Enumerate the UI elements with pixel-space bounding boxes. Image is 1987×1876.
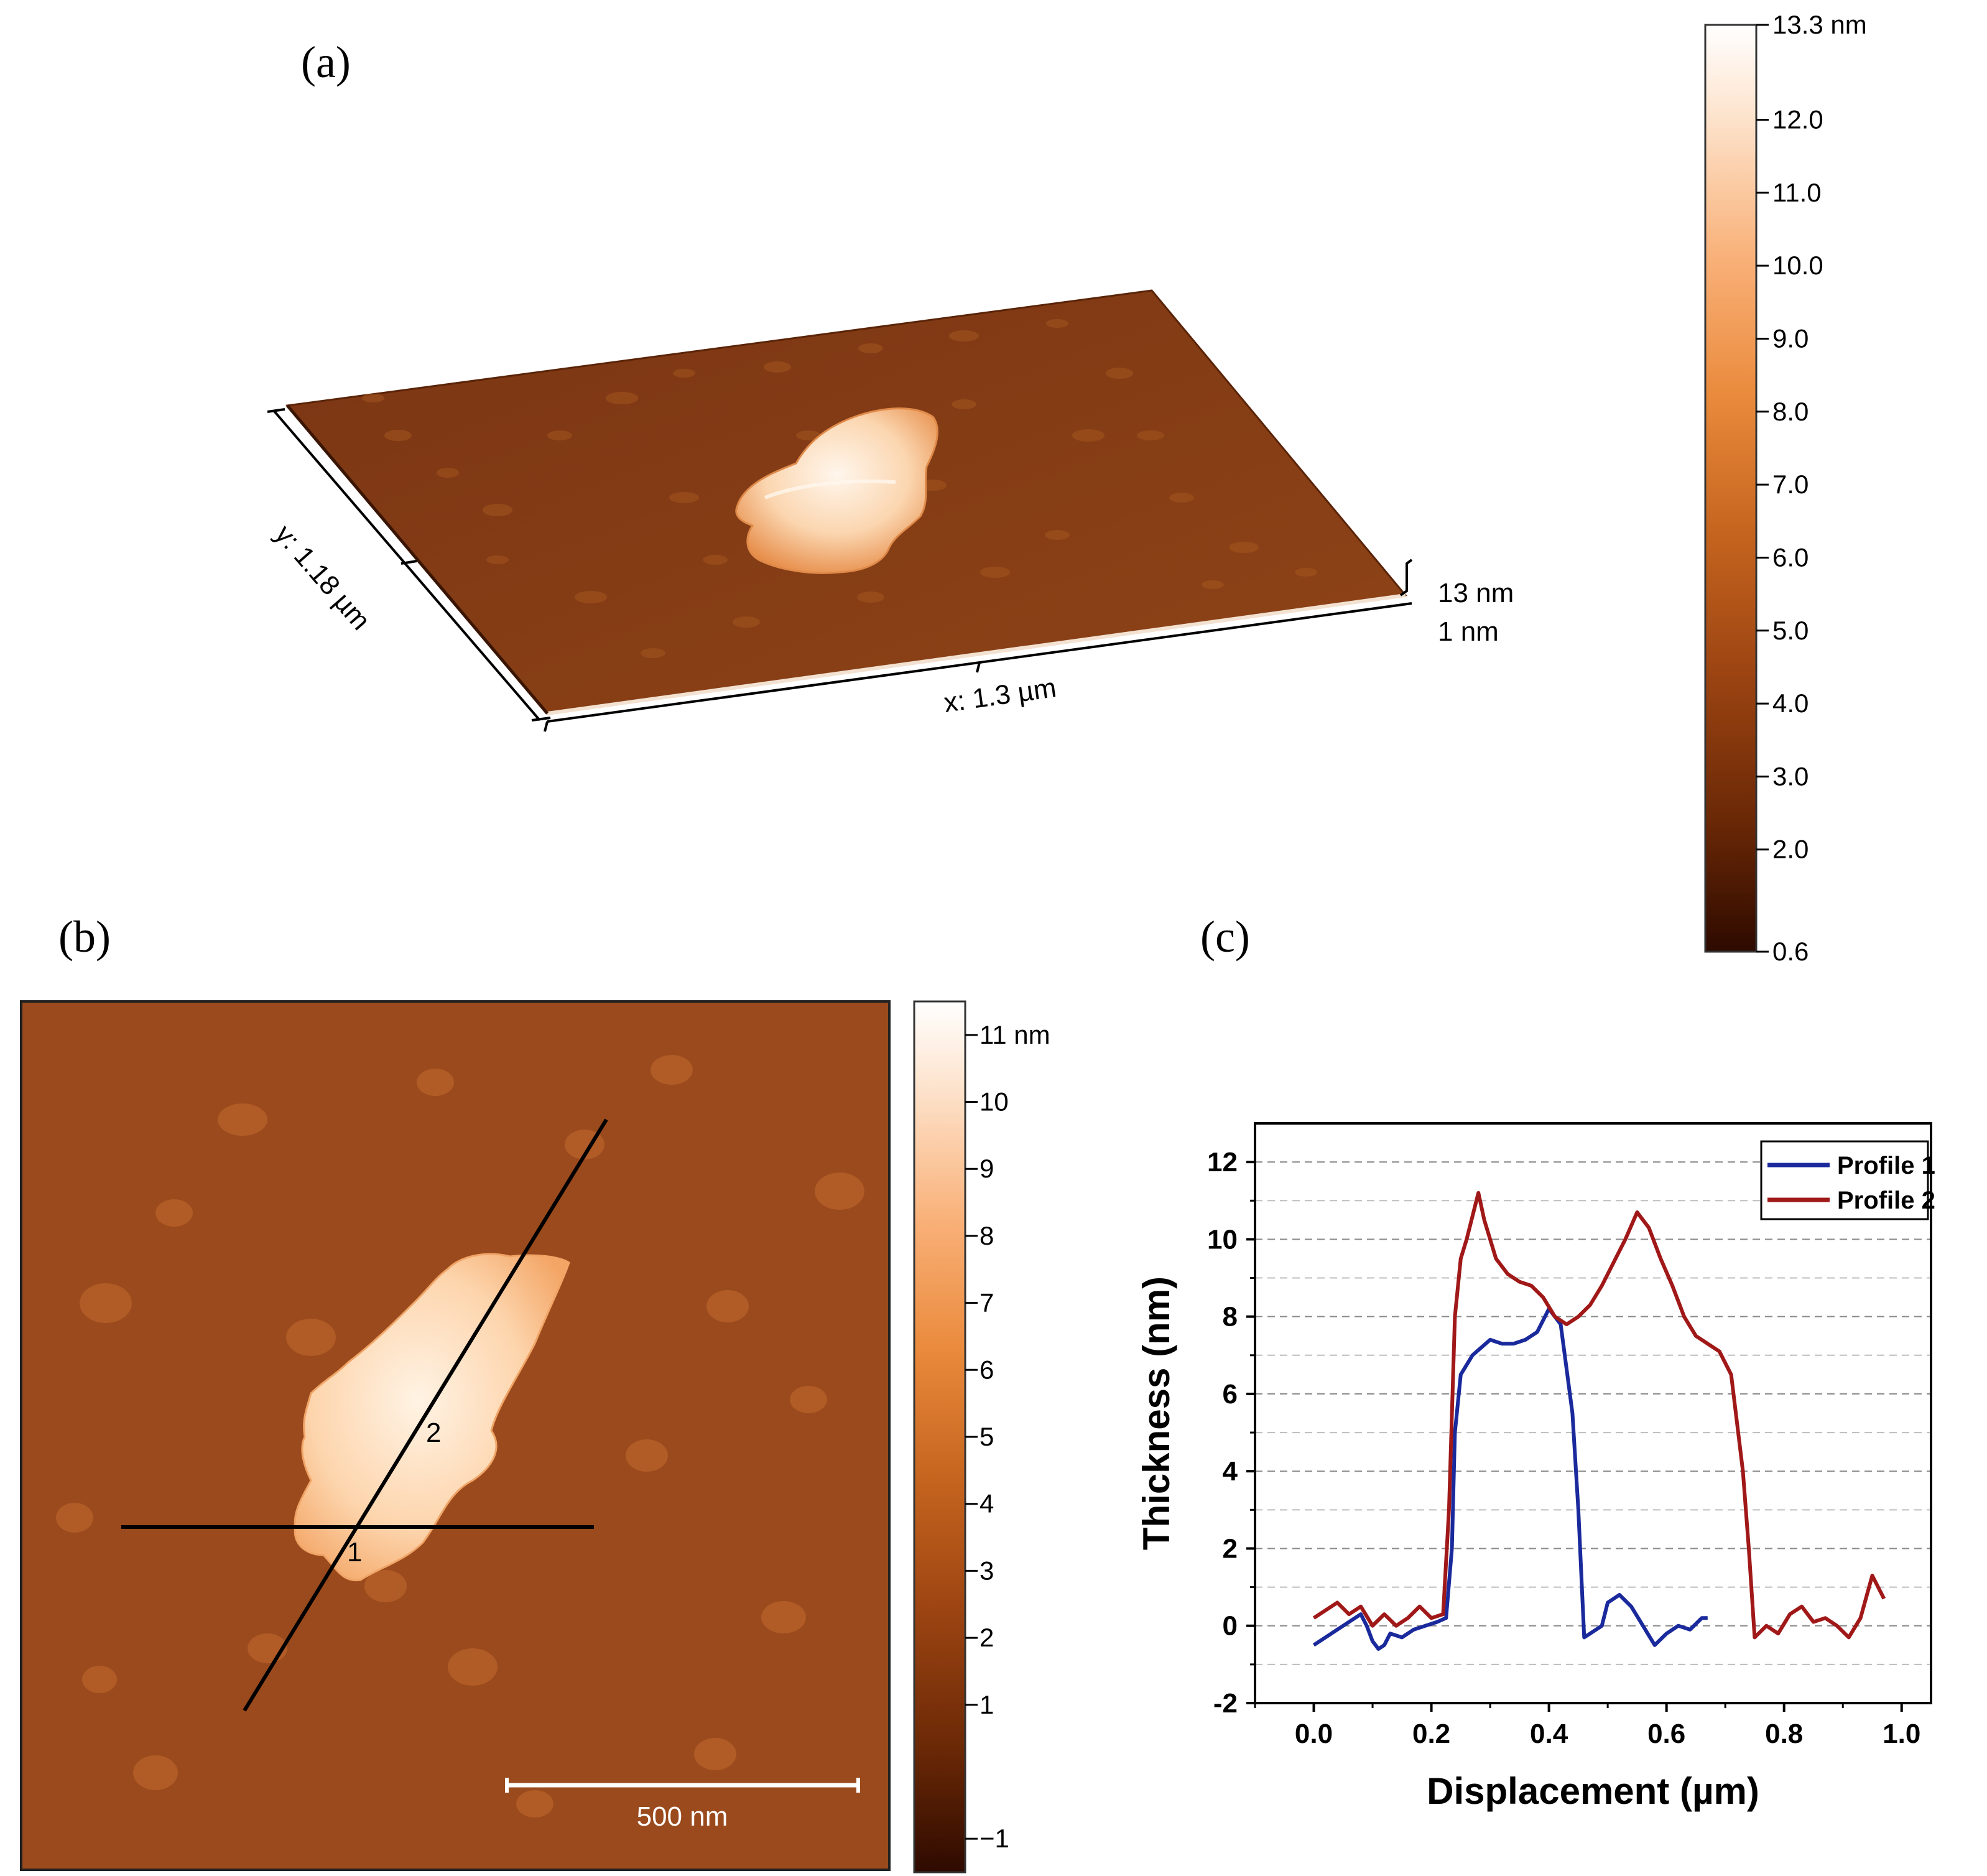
- scale-bar-label: 500 nm: [637, 1801, 728, 1832]
- series-line-2: [1312, 1191, 1886, 1640]
- x-tick-label: 0.6: [1647, 1719, 1685, 1749]
- y-tick-label: 8: [1223, 1302, 1238, 1332]
- series-line-1: [1312, 1307, 1708, 1651]
- colorbar-a-ticks: 13.3 nm 12.0 11.0 10.0 9.0 8.0 7.0 6.0 5.0 4.0 3.0…: [1756, 10, 1867, 966]
- afm-3d-flake: [735, 407, 938, 574]
- colorbar-a-tick-label: 7.0: [1772, 470, 1809, 499]
- y-tick-label: 4: [1223, 1456, 1238, 1487]
- afm-3d-z-scale: [1399, 559, 1413, 597]
- colorbar-a: [1704, 24, 1758, 953]
- colorbar-a-tick-label: 4.0: [1772, 689, 1809, 718]
- afm-3d-y-axis-label: y: 1.18 µm: [269, 519, 376, 636]
- legend-label-1: Profile 1: [1837, 1152, 1935, 1179]
- afm-height-map-grains: [56, 1055, 864, 1818]
- colorbar-b-tick-label: 2: [980, 1623, 994, 1652]
- x-axis-label: Displacement (µm): [1427, 1770, 1759, 1812]
- colorbar-b-tick-label: 9: [980, 1154, 994, 1183]
- y-tick-label: 6: [1223, 1379, 1238, 1409]
- panel-c: (c) -2 0 2 4 6 8 10 12 0.0 0.2 0.4 0.6 0.8 1.0 Displac…: [1136, 912, 1935, 1812]
- colorbar-b-tick-label: 5: [980, 1422, 994, 1451]
- afm-3d-x-axis-label: x: 1.3 µm: [942, 672, 1058, 718]
- x-tick-label: 0.8: [1765, 1719, 1803, 1749]
- colorbar-b-tick-label: 11 nm: [980, 1020, 1050, 1049]
- x-tick-label: 0.0: [1295, 1719, 1333, 1749]
- afm-3d-left-edge: [286, 404, 549, 715]
- colorbar-a-tick-label: 12.0: [1772, 105, 1823, 134]
- afm-3d-front-edge: [547, 593, 1406, 715]
- afm-3d-y-tick-mid: [401, 560, 417, 565]
- y-tick-label: 12: [1207, 1147, 1238, 1177]
- colorbar-b-tick-label: 8: [980, 1221, 994, 1250]
- x-tick-label: 0.4: [1530, 1719, 1568, 1749]
- colorbar-b-tick-label: 7: [980, 1288, 994, 1317]
- afm-3d-y-axis: [272, 409, 541, 722]
- afm-3d-z-scale-top: 13 nm: [1438, 578, 1514, 608]
- panel-c-label: (c): [1200, 912, 1250, 962]
- y-tick-label: -2: [1213, 1688, 1238, 1719]
- profile-line-2-label: 2: [426, 1418, 441, 1448]
- y-axis-label: Thickness (nm): [1136, 1276, 1177, 1550]
- x-tick-label: 0.2: [1412, 1719, 1450, 1749]
- panel-a: (a) y: 1.: [267, 10, 1867, 966]
- colorbar-a-tick-label: 5.0: [1772, 616, 1809, 645]
- panel-b: (b) 1 2 500 nm 11 nm 10 9 8 7 6 5 4 3 2 1 −1: [20, 912, 1050, 1874]
- y-tick-label: 10: [1207, 1224, 1238, 1255]
- afm-3d-z-scale-bottom: 1 nm: [1438, 616, 1499, 647]
- colorbar-a-tick-label: 10.0: [1772, 251, 1823, 280]
- y-tick-label: 0: [1223, 1611, 1238, 1642]
- colorbar-b-tick-label: 6: [980, 1355, 994, 1384]
- chart-plot-frame: [1254, 1122, 1932, 1704]
- panel-a-label: (a): [301, 37, 351, 87]
- afm-3d-x-tick-mid: [976, 662, 981, 673]
- colorbar-b-tick-label: 1: [980, 1690, 994, 1719]
- y-tick-label: 2: [1223, 1533, 1238, 1564]
- colorbar-b-tick-label: 10: [980, 1087, 1009, 1117]
- colorbar-a-tick-label: 11.0: [1772, 178, 1822, 207]
- colorbar-a-tick-label: 2.0: [1772, 835, 1809, 864]
- legend-label-2: Profile 2: [1837, 1187, 1935, 1214]
- colorbar-b-ticks: 11 nm 10 9 8 7 6 5 4 3 2 1 −1: [965, 1020, 1050, 1853]
- colorbar-a-tick-label: 8.0: [1772, 397, 1809, 426]
- colorbar-b-tick-label: 3: [980, 1556, 994, 1585]
- profile-line-1-label: 1: [347, 1537, 362, 1567]
- profile-chart: -2 0 2 4 6 8 10 12 0.0 0.2 0.4 0.6 0.8 1.0 Displacemen…: [1136, 1122, 1935, 1812]
- profile-line-2: [243, 1118, 608, 1712]
- afm-3d-x-tick-left: [544, 721, 549, 732]
- afm-height-map-flake: [294, 1253, 570, 1582]
- chart-legend: [1760, 1140, 1929, 1220]
- colorbar-a-tick-label: 9.0: [1772, 323, 1809, 353]
- colorbar-a-tick-label: 3.0: [1772, 761, 1809, 791]
- colorbar-a-tick-label: 13.3 nm: [1772, 10, 1867, 39]
- x-tick-label: 1.0: [1883, 1719, 1920, 1749]
- panel-b-label: (b): [58, 912, 111, 962]
- afm-3d-y-tick-bottom: [531, 717, 551, 722]
- colorbar-b-tick-label: −1: [980, 1824, 1009, 1853]
- afm-3d-y-tick-top: [267, 408, 285, 413]
- colorbar-a-tick-label: 6.0: [1772, 542, 1809, 572]
- afm-3d-grains: [362, 319, 1317, 658]
- colorbar-b: [913, 1000, 966, 1874]
- colorbar-b-tick-label: 4: [980, 1489, 994, 1518]
- afm-3d-flake-ridge: [764, 479, 896, 499]
- colorbar-a-tick-label: 0.6: [1772, 937, 1809, 966]
